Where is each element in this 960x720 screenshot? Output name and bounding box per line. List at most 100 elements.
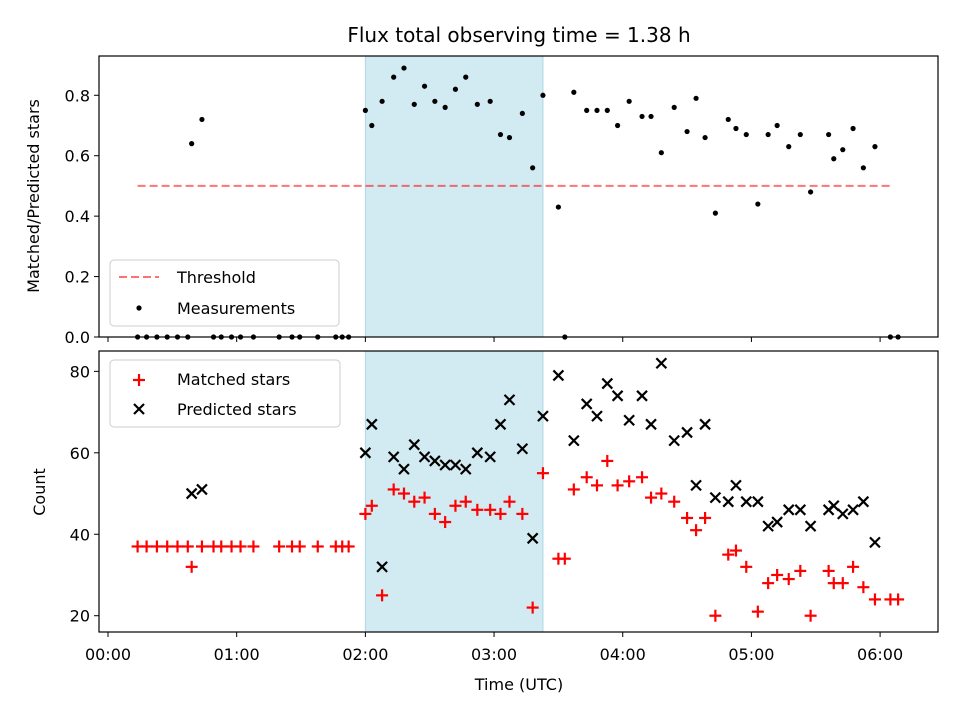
predicted-star-point bbox=[516, 442, 529, 455]
measurement-point bbox=[626, 98, 632, 104]
predicted-star-point bbox=[526, 532, 539, 545]
bottom-y-axis-label: Count bbox=[30, 468, 49, 516]
matched-star-point bbox=[376, 589, 389, 602]
top-legend: Threshold Measurements bbox=[109, 259, 340, 327]
matched-star-point bbox=[418, 491, 431, 504]
matched-star-point bbox=[397, 487, 410, 500]
predicted-star-point bbox=[857, 495, 870, 508]
bottom-y-tick-label: 60 bbox=[70, 444, 90, 463]
measurement-point bbox=[743, 131, 749, 138]
matched-star-point bbox=[558, 552, 571, 565]
matched-star-point bbox=[311, 540, 324, 553]
bottom-y-tick-label: 40 bbox=[70, 525, 90, 544]
legend-matched-label: Matched stars bbox=[177, 370, 290, 389]
matched-star-point bbox=[868, 593, 881, 606]
matched-star-point bbox=[459, 495, 472, 508]
matched-star-point bbox=[387, 483, 400, 496]
predicted-star-point bbox=[376, 561, 388, 573]
bottom-legend: Matched stars Predicted stars bbox=[109, 359, 341, 428]
chart-title: Flux total observing time = 1.38 h bbox=[347, 23, 690, 47]
predicted-star-point bbox=[794, 504, 807, 516]
predicted-star-point bbox=[655, 357, 668, 369]
matched-star-point bbox=[185, 560, 198, 573]
measurement-point bbox=[540, 92, 546, 98]
top-y-tick-label: 0.4 bbox=[65, 207, 90, 226]
top-y-tick-label: 0.8 bbox=[65, 86, 90, 105]
measurement-point bbox=[555, 204, 561, 210]
measurement-point bbox=[487, 98, 493, 104]
legend-predicted-label: Predicted stars bbox=[177, 400, 297, 419]
predicted-star-point bbox=[699, 418, 711, 431]
matched-star-point bbox=[247, 540, 260, 553]
matched-star-point bbox=[195, 540, 208, 553]
top-shaded-interval bbox=[364, 55, 544, 338]
measurement-point bbox=[733, 125, 739, 132]
matched-star-point bbox=[494, 507, 507, 520]
matched-star-point bbox=[580, 471, 593, 484]
matched-star-point bbox=[762, 577, 775, 590]
matched-star-point bbox=[503, 495, 516, 508]
predicted-star-point bbox=[484, 451, 496, 463]
measurement-point bbox=[497, 131, 504, 138]
measurement-point bbox=[860, 165, 866, 171]
predicted-star-point bbox=[847, 504, 859, 516]
measurement-point bbox=[797, 131, 803, 138]
matched-star-point bbox=[484, 503, 497, 516]
predicted-star-point bbox=[782, 504, 795, 516]
matched-star-point bbox=[359, 507, 372, 520]
matched-star-point bbox=[623, 475, 636, 488]
predicted-star-point bbox=[611, 390, 624, 402]
predicted-star-point bbox=[494, 418, 507, 431]
predicted-star-point bbox=[762, 520, 774, 532]
predicted-star-point bbox=[439, 459, 451, 471]
matched-star-point bbox=[722, 548, 735, 561]
measurement-point bbox=[506, 134, 513, 141]
measurement-point bbox=[702, 134, 708, 141]
matched-star-point bbox=[699, 511, 712, 524]
matched-star-point bbox=[794, 564, 807, 577]
matched-star-point bbox=[601, 454, 614, 467]
measurement-point bbox=[379, 98, 385, 104]
predicted-star-point bbox=[804, 520, 817, 532]
measurement-point bbox=[604, 107, 610, 113]
measurement-point bbox=[452, 86, 459, 92]
matched-star-point bbox=[150, 540, 163, 553]
measurement-point bbox=[421, 83, 428, 89]
matched-star-point bbox=[847, 560, 860, 573]
measurement-point bbox=[648, 113, 654, 120]
measurement-point bbox=[658, 150, 664, 156]
x-tick-label: 01:00 bbox=[214, 645, 260, 664]
matched-star-point bbox=[681, 511, 694, 524]
predicted-star-point bbox=[869, 536, 881, 549]
predicted-star-point bbox=[690, 479, 702, 492]
predicted-star-point bbox=[722, 495, 735, 508]
measurement-point bbox=[840, 147, 846, 153]
top-y-tick-label: 0.6 bbox=[65, 147, 90, 166]
predicted-star-point bbox=[429, 455, 441, 467]
predicted-star-point bbox=[730, 479, 742, 492]
predicted-star-point bbox=[408, 438, 421, 451]
x-tick-label: 06:00 bbox=[857, 645, 903, 664]
matched-star-point bbox=[449, 499, 462, 512]
predicted-star-point bbox=[771, 516, 783, 528]
matched-star-point bbox=[273, 540, 286, 553]
matched-star-point bbox=[655, 487, 668, 500]
matched-star-point bbox=[161, 540, 174, 553]
matched-star-point bbox=[181, 540, 194, 553]
top-y-tick-label: 0.2 bbox=[65, 268, 90, 287]
x-tick-label: 02:00 bbox=[342, 645, 388, 664]
predicted-star-point bbox=[552, 369, 565, 382]
matched-star-point bbox=[342, 540, 355, 553]
predicted-star-point bbox=[387, 451, 400, 463]
bottom-shaded-interval bbox=[364, 350, 544, 633]
predicted-star-point bbox=[623, 414, 635, 427]
matched-star-point bbox=[536, 467, 549, 480]
measurement-point bbox=[826, 131, 832, 138]
predicted-star-point bbox=[601, 377, 614, 390]
measurement-point bbox=[850, 125, 856, 132]
matched-star-point bbox=[751, 605, 764, 618]
measurement-point bbox=[872, 144, 878, 150]
measurement-point bbox=[755, 201, 761, 207]
predicted-star-point bbox=[568, 434, 580, 447]
